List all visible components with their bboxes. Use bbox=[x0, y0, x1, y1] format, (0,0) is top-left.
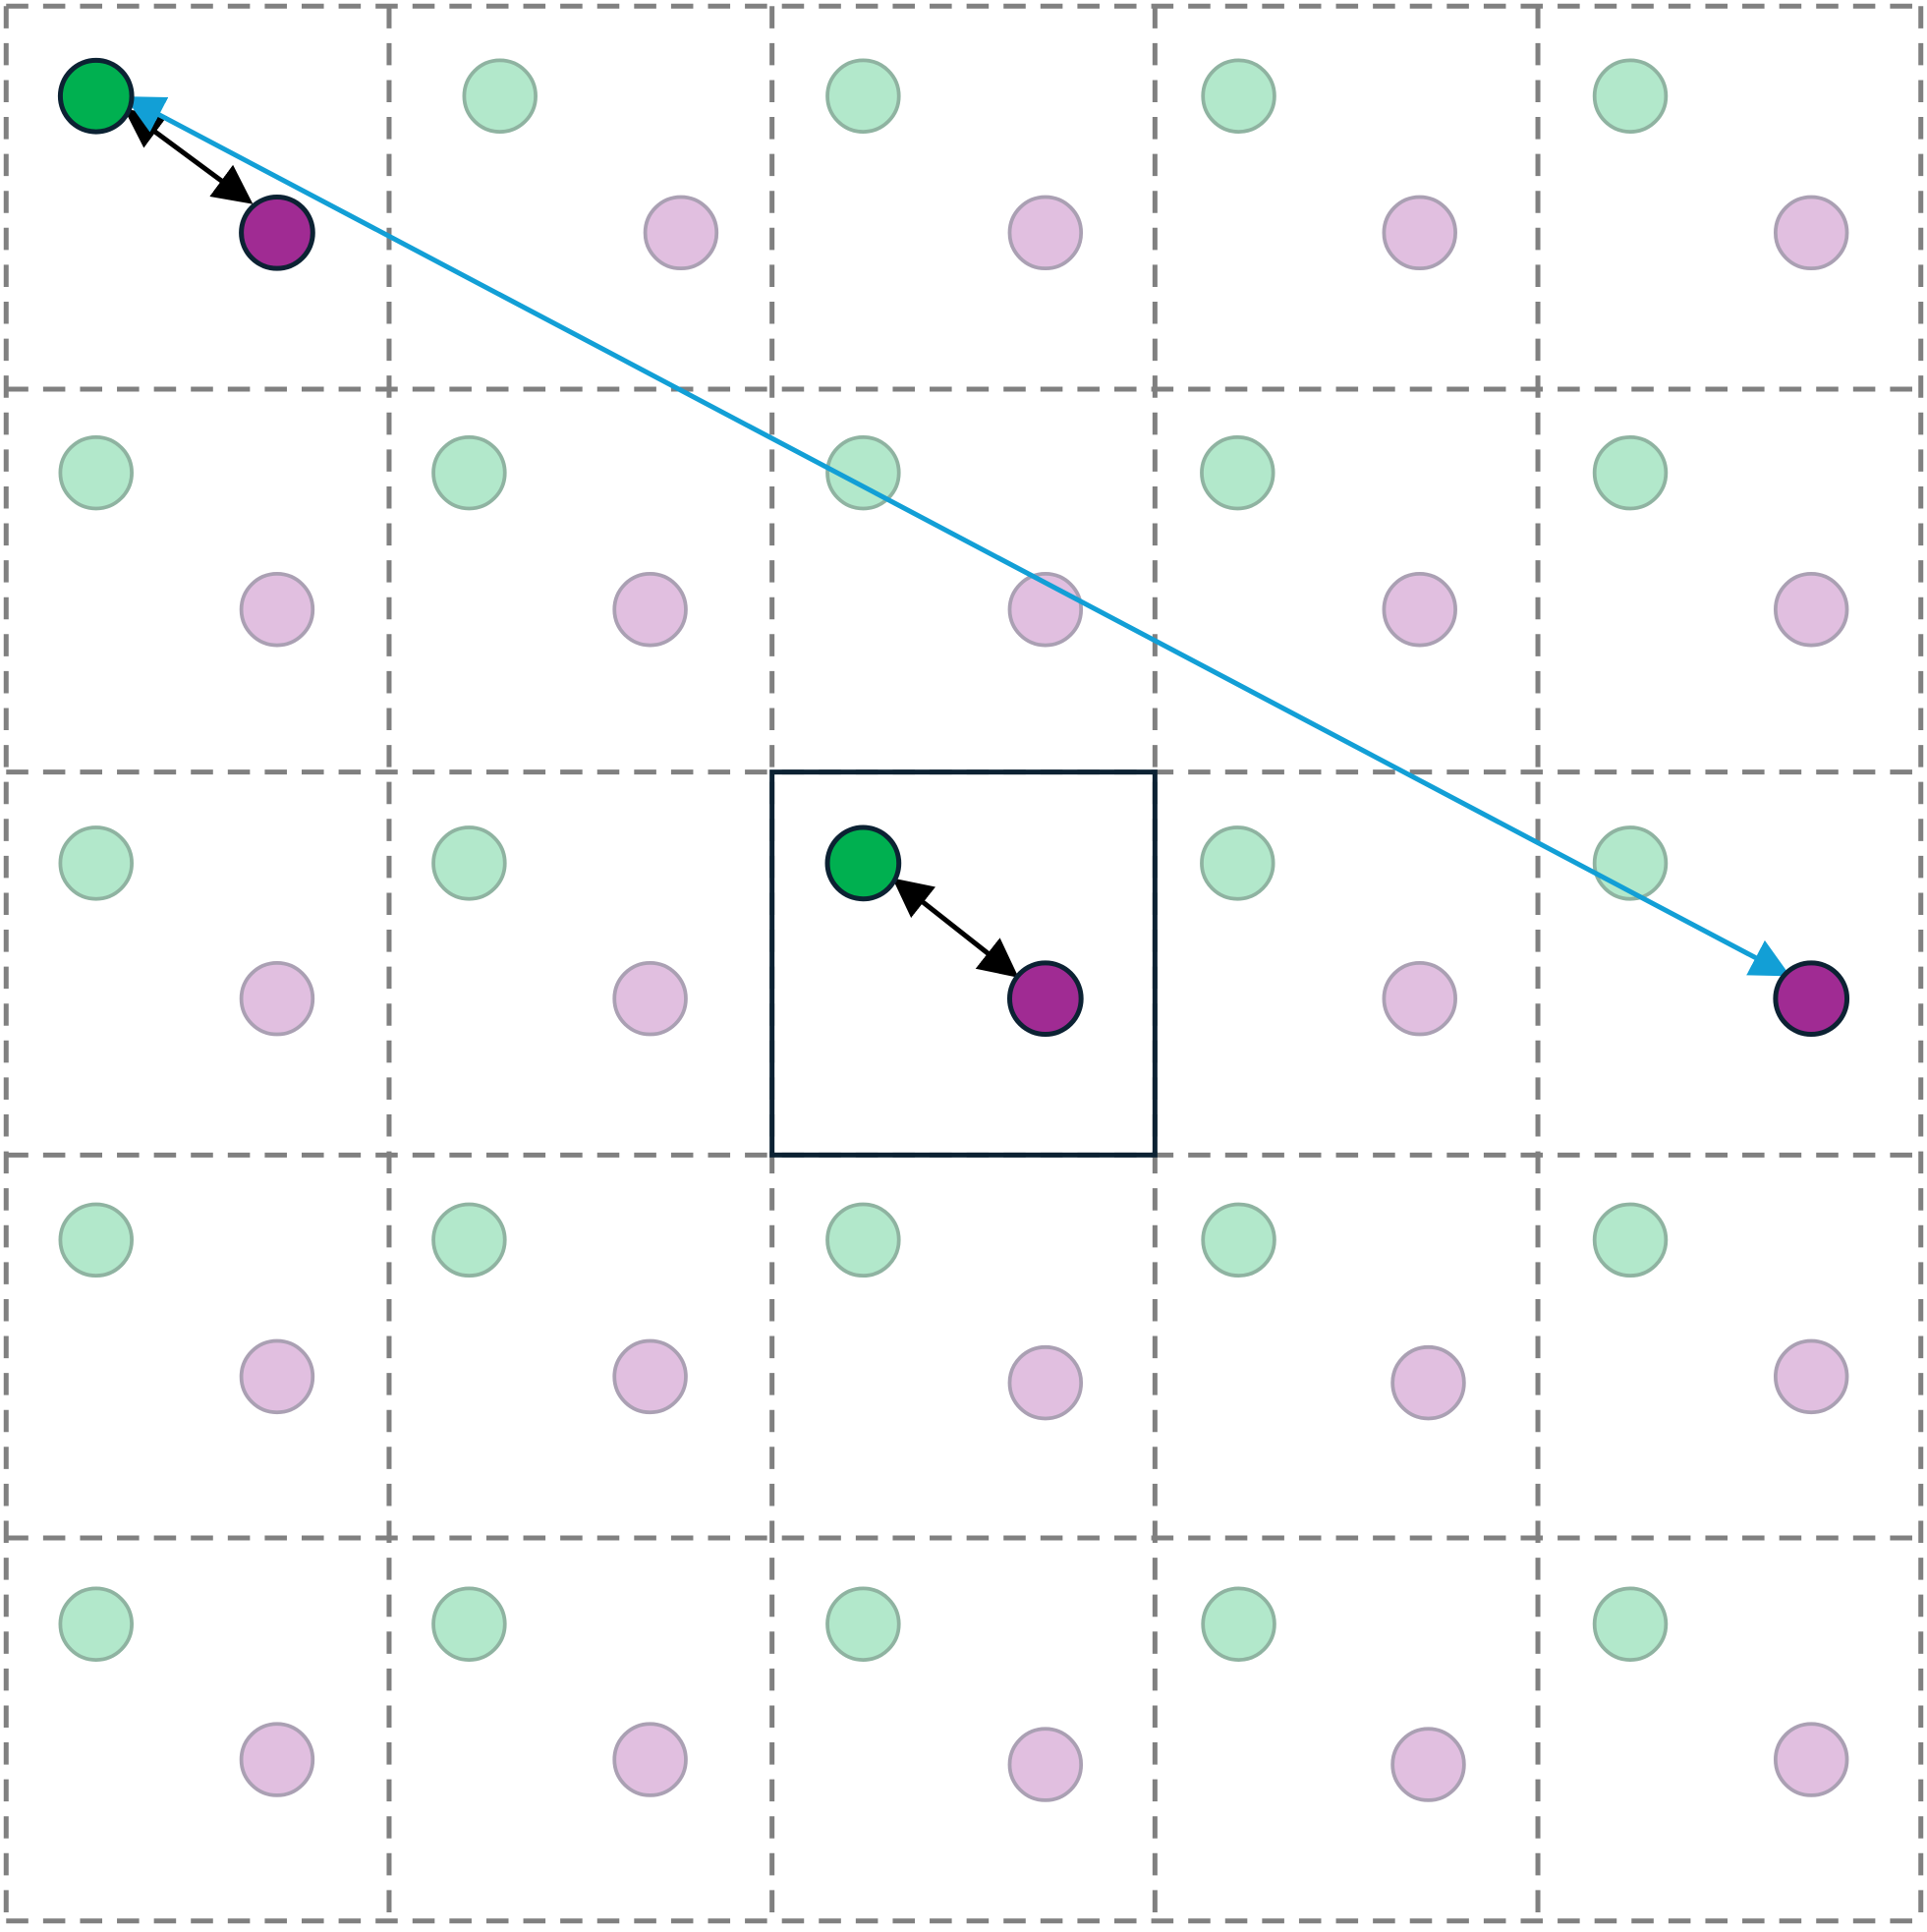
purple-particle bbox=[239, 194, 315, 271]
green-image bbox=[58, 825, 134, 901]
purple-particle bbox=[1773, 960, 1850, 1038]
purple-image bbox=[643, 195, 719, 271]
long-distance-arrow bbox=[124, 96, 1791, 977]
green-image bbox=[825, 1202, 901, 1279]
green-image bbox=[1201, 58, 1276, 134]
green-image bbox=[431, 825, 507, 901]
purple-image bbox=[1382, 572, 1457, 648]
purple-particle bbox=[1006, 960, 1084, 1038]
central-cell bbox=[769, 769, 1158, 1158]
green-image bbox=[58, 1586, 134, 1662]
purple-image bbox=[1007, 195, 1084, 271]
purple-image bbox=[239, 1722, 315, 1797]
purple-image bbox=[1773, 195, 1849, 271]
purple-image bbox=[1773, 1338, 1849, 1415]
green-image bbox=[1201, 1586, 1276, 1662]
green-image bbox=[462, 58, 538, 134]
purple-image bbox=[239, 960, 315, 1037]
green-image bbox=[431, 434, 507, 511]
short-distance-arrow bbox=[124, 108, 254, 204]
green-image bbox=[825, 1586, 901, 1662]
purple-image bbox=[1390, 1727, 1466, 1802]
purple-image bbox=[612, 1722, 688, 1797]
purple-image bbox=[239, 572, 315, 648]
green-image bbox=[1592, 1202, 1669, 1279]
green-image bbox=[1200, 434, 1275, 511]
green-image bbox=[1592, 1586, 1669, 1662]
green-particle bbox=[824, 824, 902, 902]
purple-image bbox=[612, 960, 688, 1037]
green-image bbox=[1201, 1202, 1276, 1279]
purple-image bbox=[612, 1338, 688, 1415]
green-image bbox=[431, 1202, 507, 1279]
purple-image bbox=[1773, 1722, 1849, 1797]
green-image bbox=[1592, 434, 1669, 511]
purple-image bbox=[239, 1338, 315, 1415]
purple-image bbox=[1007, 1727, 1084, 1802]
green-image bbox=[1592, 825, 1669, 901]
green-image bbox=[431, 1586, 507, 1662]
green-image bbox=[58, 1202, 134, 1279]
green-image bbox=[825, 58, 901, 134]
green-image bbox=[1592, 58, 1669, 134]
green-image bbox=[1200, 825, 1275, 901]
green-image bbox=[58, 434, 134, 511]
green-particle bbox=[57, 57, 135, 135]
purple-image bbox=[1007, 1344, 1084, 1421]
purple-image bbox=[1390, 1344, 1466, 1421]
minimum-image-arrow bbox=[892, 878, 1019, 978]
purple-image bbox=[1382, 195, 1457, 271]
purple-image bbox=[1773, 572, 1849, 648]
purple-image bbox=[1382, 960, 1457, 1037]
purple-image bbox=[612, 572, 688, 648]
